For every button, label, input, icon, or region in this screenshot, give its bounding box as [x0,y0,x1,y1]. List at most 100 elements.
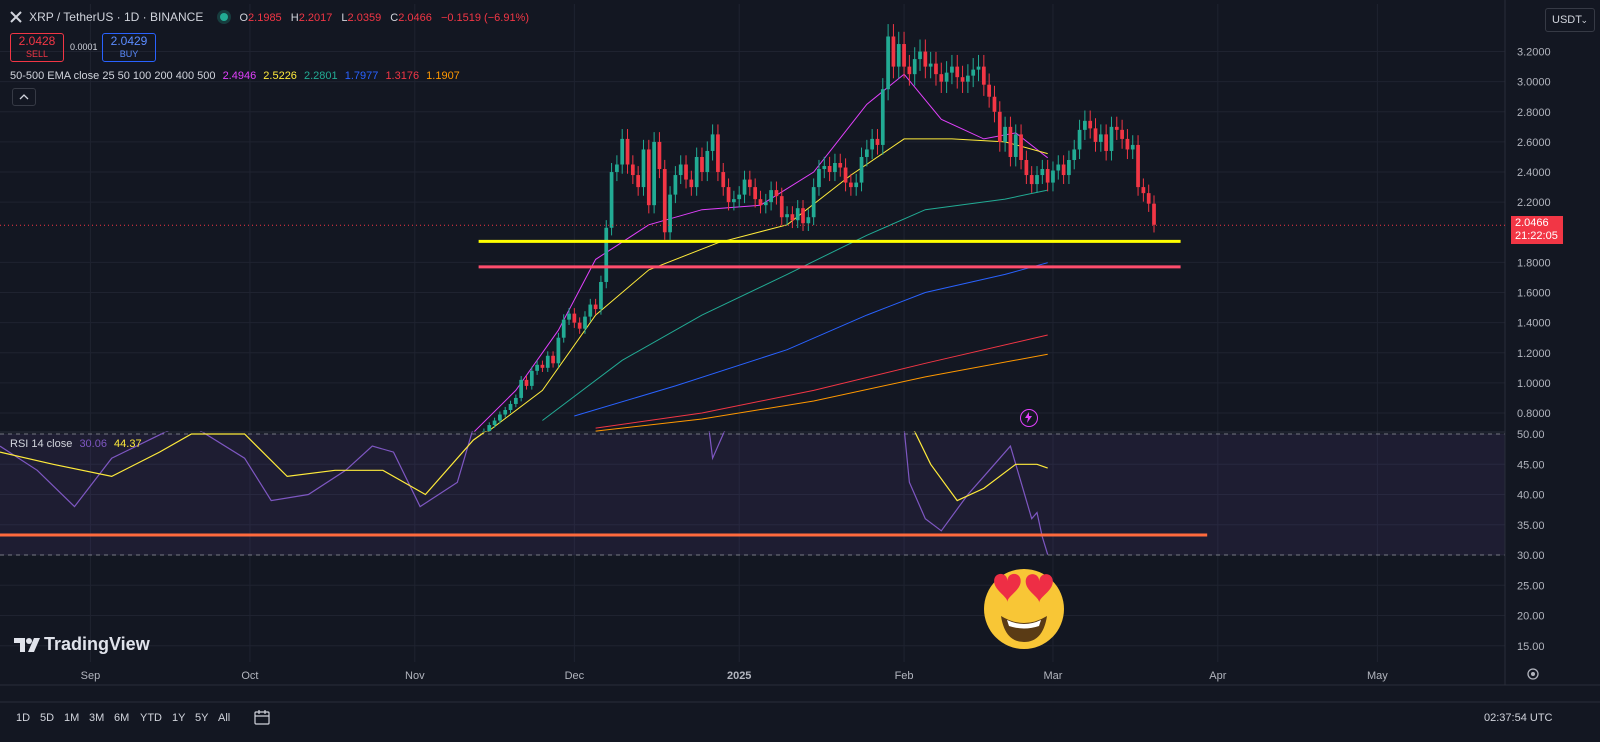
time-tick-label: Feb [895,670,914,682]
currency-selector[interactable]: USDT ⌄ [1545,8,1595,32]
broker-logo-icon [10,11,22,23]
candle-body [662,169,667,233]
sell-button[interactable]: 2.0428 SELL [10,33,64,62]
candle-body [678,164,683,176]
candle-body [689,179,694,188]
candle-body [1109,126,1114,151]
candle-body [822,166,827,170]
collapse-legend-button[interactable] [12,88,36,106]
ema-legend[interactable]: 50-500 EMA close 25 50 100 200 400 500 2… [10,70,460,82]
ema-200-value: 1.7977 [344,70,379,82]
candle-body [950,66,954,73]
candle-body [907,66,912,75]
ohlc-open: 2.1985 [248,12,282,24]
timeframe-ytd-button[interactable]: YTD [140,712,162,724]
candle-body [657,141,662,170]
candle-body [763,202,768,206]
rsi-value: 30.06 [79,438,107,450]
candle-body [604,227,609,282]
bar-countdown: 21:22:05 [1515,230,1558,242]
candle-body [513,397,518,404]
rsi-ma-value: 44.37 [114,438,142,450]
utc-clock[interactable]: 02:37:54 UTC [1484,712,1553,724]
candle-body [572,313,577,323]
price-tick-label: 2.6000 [1517,137,1551,149]
candle-body [987,84,992,97]
time-tick-label: Sep [81,670,101,682]
price-panel [473,24,1156,432]
rsi-tick-label: 40.00 [1517,490,1545,502]
price-axis-panel [1505,0,1600,737]
candle-body [779,196,784,218]
candle-body [864,149,869,157]
candle-body [737,194,742,200]
ema-line-ema-500 [595,353,1048,432]
candle-body [668,194,672,233]
rsi-tick-label: 45.00 [1517,459,1545,471]
candle-body [710,134,715,151]
price-tick-label: 1.0000 [1517,378,1551,390]
symbol-legend: XRP / TetherUS · 1D · BINANCE O2.1985 H2… [10,10,529,24]
candle-body [498,414,502,421]
time-tick-label: Oct [241,670,258,682]
candle-body [609,172,614,228]
timeframe-1m-button[interactable]: 1M [64,712,80,724]
ema-legend-title: 50-500 EMA close 25 50 100 200 400 500 [10,70,216,82]
candle-body [636,175,641,188]
time-tick-label: Dec [565,670,585,682]
candle-body [1098,134,1103,142]
candle-body [1029,175,1034,185]
candle-body [625,138,630,165]
candle-body [599,281,603,310]
timeframe-5d-button[interactable]: 5D [40,712,55,724]
ohlc-low: 2.0359 [347,12,382,24]
candle-body [1136,144,1140,188]
symbol-title[interactable]: XRP / TetherUS · 1D · BINANCE [29,10,204,24]
tradingview-logo[interactable]: TradingView [14,634,150,657]
timeframe-1d-button[interactable]: 1D [16,712,31,724]
candle-body [732,199,736,203]
rsi-tick-label: 30.00 [1517,550,1545,562]
event-lightning-icon[interactable] [1020,409,1038,427]
ema-25-value: 2.4946 [222,70,257,82]
candle-body [503,409,508,415]
rsi-line [0,431,1049,555]
rsi-legend[interactable]: RSI 14 close 30.06 44.37 [10,438,142,450]
timeframe-6m-button[interactable]: 6M [114,712,130,724]
candle-body [817,169,821,188]
candle-body [535,364,539,371]
candle-body [1125,138,1130,150]
candle-body [795,208,800,221]
candle-body [981,66,986,85]
candle-body [833,163,837,173]
sell-price: 2.0428 [18,34,56,48]
ema-line-ema-100 [542,189,1048,421]
candle-body [896,44,901,67]
ema-50-value: 2.5226 [263,70,297,82]
rsi-panel [0,431,1049,555]
candle-body [561,319,566,338]
candle-body [1114,126,1119,130]
candle-body [966,75,970,82]
candle-body [721,172,726,188]
chevron-down-icon: ⌄ [1580,15,1588,25]
candle-body [556,337,561,364]
timeframe-5y-button[interactable]: 5Y [195,712,209,724]
buy-button[interactable]: 2.0429 BUY [102,33,156,62]
candle-body [508,403,513,410]
chart-settings-gear-icon[interactable] [1525,666,1541,687]
timeframe-3m-button[interactable]: 3M [89,712,105,724]
candle-body [1045,169,1050,183]
candle-body [997,111,1002,142]
candle-body [854,182,859,188]
timeframe-1y-button[interactable]: 1Y [172,712,186,724]
candle-body [1152,203,1156,225]
timeframe-all-button[interactable]: All [218,712,231,724]
candle-body [976,66,981,70]
candle-body [1104,134,1109,151]
candle-body [758,199,763,206]
rsi-tick-label: 50.00 [1517,429,1545,441]
date-range-calendar-icon[interactable] [253,708,271,731]
